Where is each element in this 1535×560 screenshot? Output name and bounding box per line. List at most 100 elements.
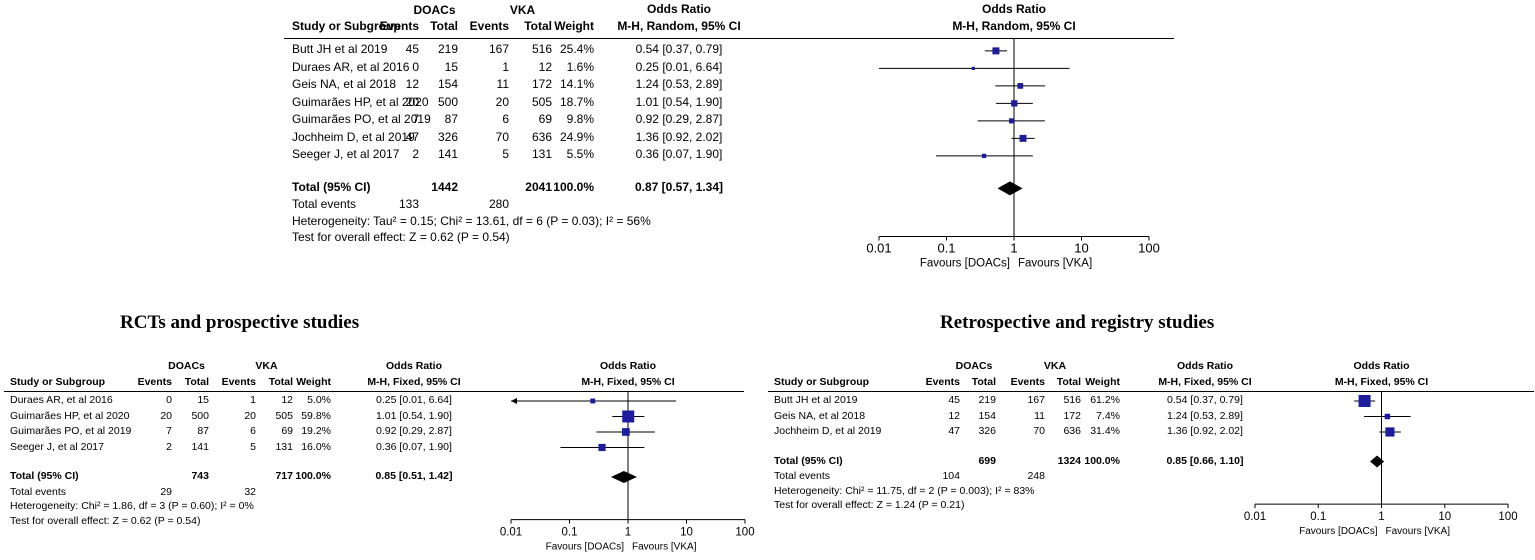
total-doacs: 699 <box>978 454 996 467</box>
study-odds-ratio: 1.24 [0.53, 2.89] <box>1167 409 1243 422</box>
doacs-events: 0 <box>412 59 419 74</box>
x-tick-label: 0.1 <box>562 527 578 539</box>
effect-square <box>1384 413 1391 420</box>
total-events-vka: 248 <box>1027 470 1045 482</box>
study-weight: 61.2% <box>1090 394 1120 406</box>
study-weight: 24.9% <box>559 129 594 144</box>
vka-events: 5 <box>502 147 509 161</box>
effect-square <box>622 410 635 423</box>
forest-plot-svg-overall: 0.01 0.1 1 10 100 Favours [DOACs] Favours [VKA… <box>866 38 1160 270</box>
header-method-plot: M-H, Fixed, 95% CI <box>1334 376 1429 388</box>
study-odds-ratio: 0.25 [0.01, 6.64] <box>376 394 452 406</box>
x-tick-label: 1 <box>625 527 631 539</box>
study-name: Geis NA, et al 2018 <box>774 409 866 422</box>
header-weight: Weight <box>554 19 594 33</box>
effect-square <box>981 153 987 159</box>
header-rule <box>768 391 1534 392</box>
total-odds-ratio: 0.85 [0.66, 1.10] <box>1166 454 1244 467</box>
overall-effect-test: Test for overall effect: Z = 0.62 (P = 0… <box>292 230 510 245</box>
doacs-events: 7 <box>166 425 172 437</box>
study-weight: 5.0% <box>307 394 331 406</box>
favours-left: Favours [DOACs] <box>546 542 625 553</box>
header-doacs-events: Events <box>137 376 172 388</box>
header-odds-ratio: Odds Ratio <box>646 2 711 16</box>
overall-effect-test: Test for overall effect: Z = 0.62 (P = 0… <box>10 514 201 527</box>
vka-total: 516 <box>531 42 552 56</box>
header-vka: VKA <box>509 3 536 17</box>
total-label: Total (95% CI) <box>774 454 843 467</box>
effect-square <box>590 398 596 404</box>
header-weight: Weight <box>296 376 331 388</box>
study-odds-ratio: 1.01 [0.54, 1.90] <box>635 94 723 109</box>
doacs-total: 326 <box>978 425 996 437</box>
vka-events: 167 <box>1027 394 1045 406</box>
study-weight: 16.0% <box>301 440 331 453</box>
section-title-rct: RCTs and prospective studies <box>120 312 360 333</box>
study-odds-ratio: 0.54 [0.37, 0.79] <box>635 42 723 56</box>
doacs-total: 15 <box>197 394 209 406</box>
vka-total: 636 <box>1063 425 1081 437</box>
total-doacs: 743 <box>191 470 209 482</box>
study-odds-ratio: 0.25 [0.01, 6.64] <box>635 59 723 74</box>
header-odds-ratio-plot: Odds Ratio <box>1353 360 1410 372</box>
header-vka: VKA <box>1043 360 1067 372</box>
study-weight: 5.5% <box>566 147 594 161</box>
study-name: Butt JH et al 2019 <box>774 394 858 406</box>
total-events-label: Total events <box>292 197 357 211</box>
study-odds-ratio: 0.36 [0.07, 1.90] <box>376 440 452 453</box>
x-tick-label: 0.01 <box>1244 511 1266 523</box>
forest-plot-svg-rct: 0.01 0.1 1 10 100 Favours [DOACs] Favours [VKA… <box>500 391 755 553</box>
pooled-diamond <box>610 470 637 483</box>
total-label: Total (95% CI) <box>10 470 79 482</box>
study-name: Guimarães PO, et al 2019 <box>292 112 431 126</box>
forest-panel-retro: DOACs VKA Odds Ratio Odds Ratio Study or Sub… <box>768 360 1535 560</box>
doacs-total: 87 <box>197 425 209 437</box>
study-weight: 18.7% <box>559 94 594 109</box>
doacs-events: 12 <box>948 409 960 422</box>
vka-events: 1 <box>250 394 256 406</box>
study-name: Duraes AR, et al 2016 <box>10 394 113 406</box>
doacs-total: 87 <box>444 112 458 126</box>
header-study: Study or Subgroup <box>10 376 106 388</box>
x-tick-label: 100 <box>1498 511 1517 523</box>
effect-square <box>1358 394 1371 407</box>
study-odds-ratio: 1.24 [0.53, 2.89] <box>635 77 723 91</box>
header-doacs-events: Events <box>925 376 960 388</box>
effect-square <box>622 428 630 436</box>
effect-square <box>992 47 1000 55</box>
x-tick-label: 0.01 <box>866 241 891 256</box>
x-tick-label: 10 <box>1074 241 1088 256</box>
doacs-total: 141 <box>191 440 209 453</box>
doacs-events: 2 <box>166 440 172 453</box>
x-tick-label: 0.1 <box>1310 511 1326 523</box>
heterogeneity-stat: Heterogeneity: Chi² = 1.86, df = 3 (P = … <box>10 500 254 513</box>
effect-square <box>1385 427 1395 437</box>
total-events-doacs: 133 <box>398 197 419 211</box>
vka-events: 5 <box>250 440 256 453</box>
header-doacs-total: Total <box>971 376 996 388</box>
vka-events: 70 <box>1033 425 1045 437</box>
study-weight: 7.4% <box>1096 409 1120 422</box>
total-vka: 1324 <box>1057 454 1081 467</box>
total-doacs: 1442 <box>431 179 458 194</box>
study-name: Guimarães PO, et al 2019 <box>10 425 132 437</box>
vka-total: 636 <box>531 129 552 144</box>
total-events-label: Total events <box>10 485 67 498</box>
header-method: M-H, Random, 95% CI <box>617 19 741 33</box>
study-name: Jochheim D, et al 2019 <box>774 425 882 437</box>
study-weight: 9.8% <box>566 112 594 126</box>
header-odds-ratio-plot: Odds Ratio <box>981 2 1046 16</box>
study-name: Geis NA, et al 2018 <box>292 77 397 91</box>
header-method-plot: M-H, Random, 95% CI <box>952 19 1076 33</box>
vka-events: 20 <box>244 409 256 422</box>
study-name: Guimarães HP, et al 2020 <box>10 409 130 422</box>
header-vka-total: Total <box>268 376 293 388</box>
header-vka-events: Events <box>221 376 256 388</box>
vka-total: 131 <box>531 147 552 161</box>
doacs-events: 2 <box>412 147 419 161</box>
total-events-doacs: 104 <box>942 470 960 482</box>
header-vka-total: Total <box>524 19 552 33</box>
total-weight: 100.0% <box>1084 454 1120 467</box>
total-weight: 100.0% <box>295 470 331 482</box>
vka-events: 1 <box>502 59 509 74</box>
